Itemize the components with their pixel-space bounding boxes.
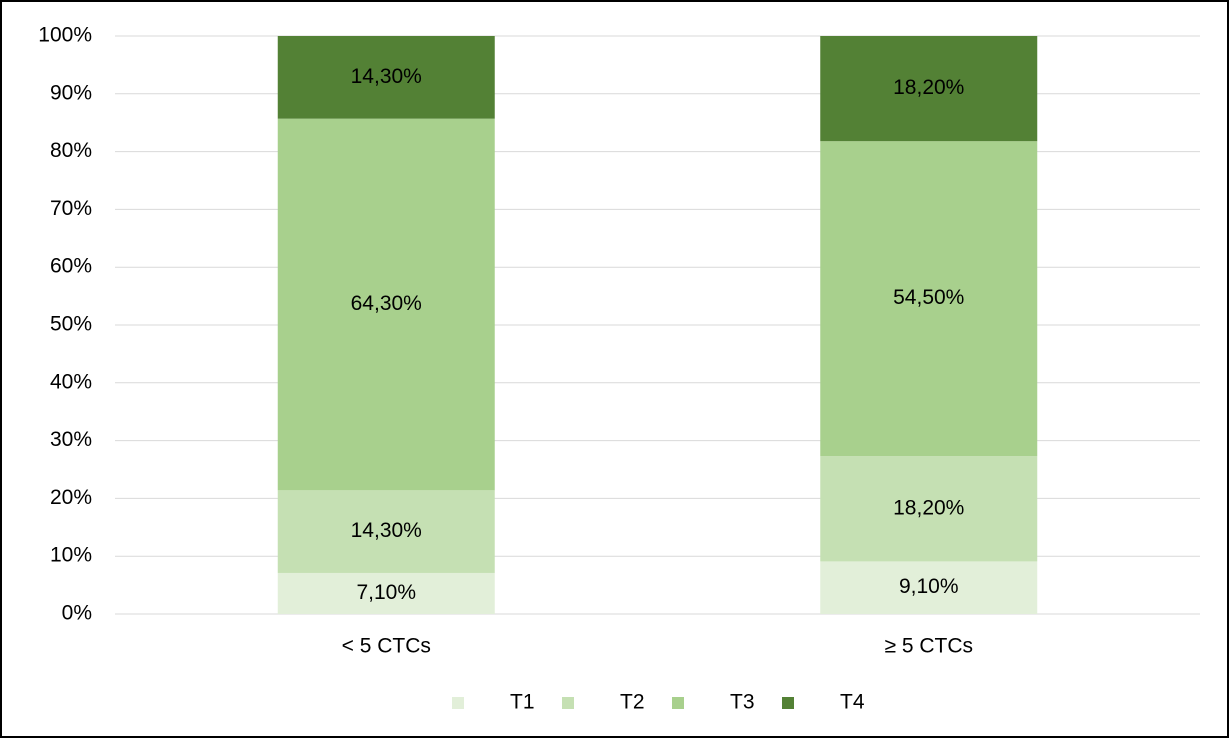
y-tick-label: 100% [38,24,92,47]
y-tick-label: 0% [62,602,92,625]
data-label: 14,30% [351,65,422,88]
legend-label: T4 [840,691,865,714]
bar-segment [277,36,495,119]
y-tick-label: 60% [50,255,92,278]
legend-swatch [452,697,464,709]
data-label: 18,20% [893,496,964,519]
legend-label: T3 [730,691,755,714]
y-tick-label: 90% [50,81,92,104]
data-label: 64,30% [351,292,422,315]
data-label: 14,30% [351,519,422,542]
legend-label: T2 [620,691,645,714]
y-tick-label: 70% [50,197,92,220]
y-tick-label: 40% [50,370,92,393]
bar-segment [820,456,1038,562]
legend-label: T1 [510,691,535,714]
data-label: 18,20% [893,76,964,99]
x-tick-label: < 5 CTCs [342,635,431,658]
legend-swatch [562,697,574,709]
bar-segment [820,141,1038,457]
y-tick-label: 50% [50,313,92,336]
y-tick-label: 30% [50,428,92,451]
legend-swatch [782,697,794,709]
bar-segment [277,490,495,573]
data-label: 7,10% [356,581,416,604]
x-tick-label: ≥ 5 CTCs [884,635,973,658]
bar-segment [820,36,1038,142]
legend-swatch [672,697,684,709]
data-label: 54,50% [893,286,964,309]
bar-segment [277,118,495,491]
y-tick-label: 80% [50,139,92,162]
bar-segment [277,572,495,614]
y-tick-label: 20% [50,486,92,509]
y-tick-label: 10% [50,544,92,567]
data-label: 9,10% [899,575,959,598]
bar-segment [820,561,1038,614]
